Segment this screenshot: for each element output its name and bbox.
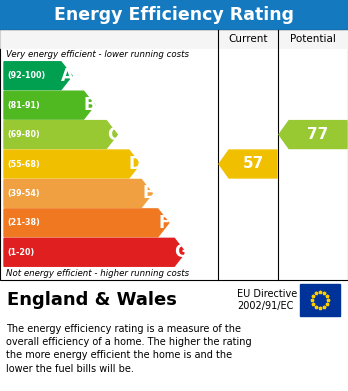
Polygon shape xyxy=(4,209,169,237)
Text: F: F xyxy=(159,214,170,232)
Text: EU Directive
2002/91/EC: EU Directive 2002/91/EC xyxy=(237,289,297,311)
Polygon shape xyxy=(4,239,185,266)
Text: The energy efficiency rating is a measure of the
overall efficiency of a home. T: The energy efficiency rating is a measur… xyxy=(6,324,252,373)
Text: D: D xyxy=(129,155,142,173)
Text: (1-20): (1-20) xyxy=(7,248,34,257)
Text: (92-100): (92-100) xyxy=(7,71,45,80)
Text: B: B xyxy=(84,96,96,114)
Text: (81-91): (81-91) xyxy=(7,100,40,109)
Bar xyxy=(0,0,348,30)
Polygon shape xyxy=(4,179,152,207)
Text: (21-38): (21-38) xyxy=(7,218,40,227)
Polygon shape xyxy=(4,62,72,90)
Polygon shape xyxy=(219,150,277,178)
Text: 77: 77 xyxy=(307,127,329,142)
Text: G: G xyxy=(174,243,188,261)
Text: A: A xyxy=(61,67,74,85)
Text: (69-80): (69-80) xyxy=(7,130,40,139)
Text: E: E xyxy=(142,185,153,203)
Bar xyxy=(0,280,348,320)
Text: 57: 57 xyxy=(242,156,264,172)
Text: Not energy efficient - higher running costs: Not energy efficient - higher running co… xyxy=(6,269,189,278)
Text: Very energy efficient - lower running costs: Very energy efficient - lower running co… xyxy=(6,50,189,59)
Text: Energy Efficiency Rating: Energy Efficiency Rating xyxy=(54,6,294,24)
Polygon shape xyxy=(279,120,347,149)
Text: C: C xyxy=(107,126,119,143)
Bar xyxy=(0,30,348,48)
Polygon shape xyxy=(4,120,117,149)
Text: England & Wales: England & Wales xyxy=(7,291,177,309)
Bar xyxy=(300,284,340,316)
Polygon shape xyxy=(4,150,140,178)
Text: Current: Current xyxy=(228,34,268,44)
Text: (55-68): (55-68) xyxy=(7,160,40,169)
Polygon shape xyxy=(4,91,95,119)
Text: (39-54): (39-54) xyxy=(7,189,40,198)
Text: Potential: Potential xyxy=(290,34,336,44)
Bar xyxy=(0,30,348,280)
